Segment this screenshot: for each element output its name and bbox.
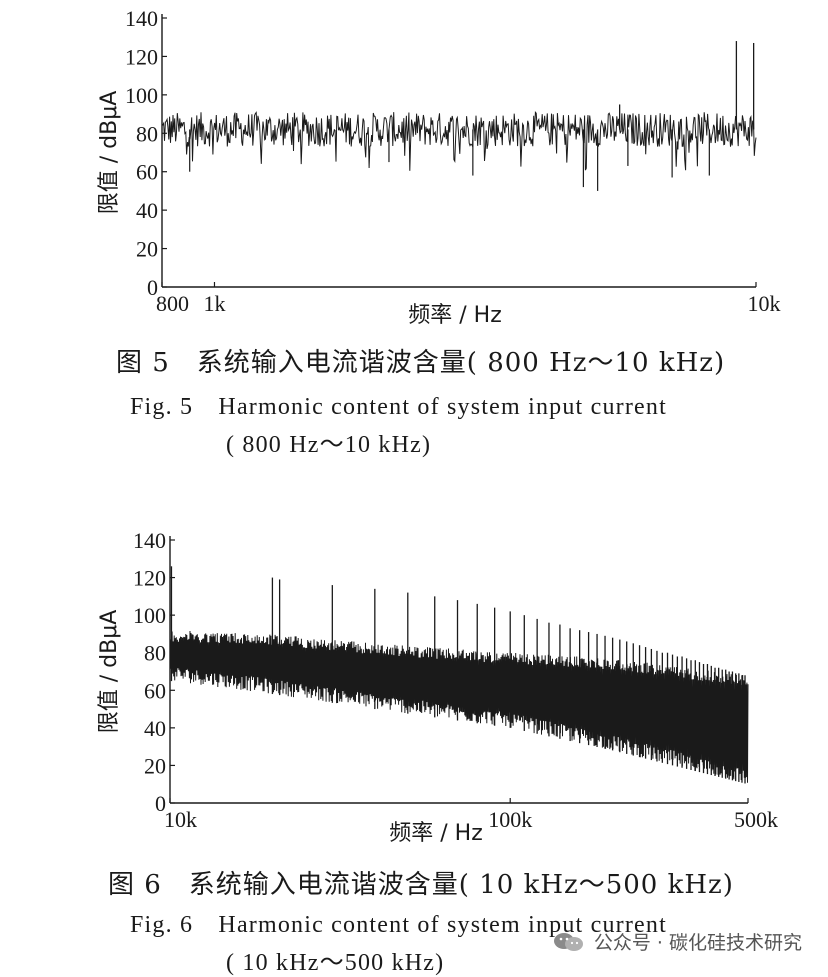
chart-6-svg: 0 20 40 60 80 100 120 140 10k 100k 500k 限值 / dBμA 频率… [97, 528, 778, 846]
series-line [169, 630, 749, 783]
y-axis-title: 限值 / dBμA [97, 91, 122, 215]
figure-6-caption-en-line1: Fig. 6 Harmonic content of system input … [130, 912, 667, 938]
x-tick-label: 10k [748, 291, 781, 316]
y-tick-label: 40 [144, 716, 166, 741]
y-tick-label: 80 [136, 121, 158, 146]
x-axis-title: 频率 / Hz [389, 821, 483, 846]
y-axis-title: 限值 / dBμA [97, 610, 122, 734]
y-tick-label: 140 [133, 528, 166, 553]
y-tick-label: 80 [144, 641, 166, 666]
figure-6-caption-en-line2: ( 10 kHz～500 kHz) [226, 950, 445, 976]
chart-5-svg: 0 20 40 60 80 100 120 140 800 1k 10k 限值 / dBμA 频率 / … [97, 6, 781, 328]
watermark: 公众号 · 碳化硅技术研究 [552, 928, 802, 955]
figure-5-caption-en-line1: Fig. 5 Harmonic content of system input … [130, 394, 667, 420]
x-axis-title: 频率 / Hz [408, 303, 502, 328]
y-tick-label: 120 [133, 566, 166, 591]
x-tick-label: 10k [164, 807, 197, 832]
figure-5-chart: 0 20 40 60 80 100 120 140 800 1k 10k 限值 / dBμA 频率 / … [0, 0, 828, 340]
x-tick-label: 500k [734, 807, 778, 832]
figure-6-chart: 0 20 40 60 80 100 120 140 10k 100k 500k 限值 / dBμA 频率… [0, 520, 828, 850]
y-tick-label: 100 [125, 83, 158, 108]
y-tick-label: 20 [144, 753, 166, 778]
y-tick-label: 120 [125, 44, 158, 69]
y-tick-label: 100 [133, 603, 166, 628]
wechat-icon [553, 932, 583, 951]
watermark-text: 公众号 · 碳化硅技术研究 [593, 932, 802, 954]
y-tick-label: 60 [144, 678, 166, 703]
series-line [161, 111, 757, 171]
figure-5-caption-en-line2: ( 800 Hz～10 kHz) [226, 432, 432, 458]
figure-5-caption-zh: 图 5 系统输入电流谐波含量( 800 Hz～10 kHz) [116, 348, 726, 378]
x-tick-label: 1k [203, 291, 225, 316]
y-tick-label: 140 [125, 6, 158, 31]
x-tick-label: 800 [156, 291, 189, 316]
y-tick-label: 60 [136, 160, 158, 185]
y-tick-label: 0 [147, 275, 158, 300]
y-tick-label: 20 [136, 237, 158, 262]
y-tick-label: 0 [155, 791, 166, 816]
x-tick-label: 100k [488, 807, 532, 832]
y-tick-label: 40 [136, 198, 158, 223]
figure-6-caption-zh: 图 6 系统输入电流谐波含量( 10 kHz～500 kHz) [108, 870, 734, 900]
